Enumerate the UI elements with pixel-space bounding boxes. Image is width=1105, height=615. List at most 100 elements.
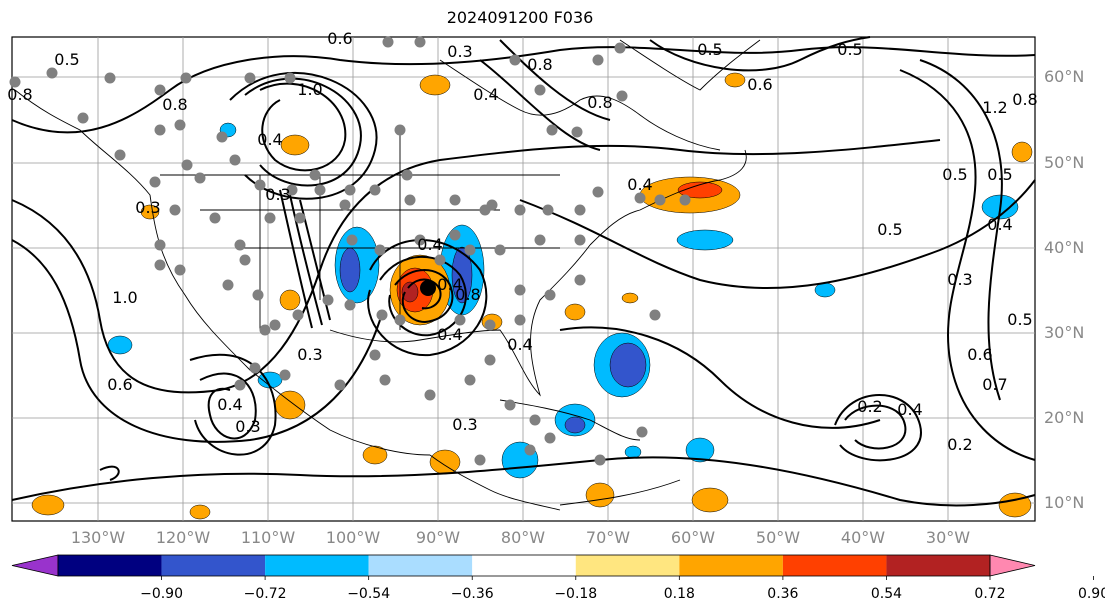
station-marker (544, 432, 556, 444)
anomaly-patch (564, 416, 586, 434)
station-marker (259, 324, 271, 336)
station-marker (180, 72, 192, 84)
longitude-label: 40°W (840, 528, 886, 547)
station-marker (414, 36, 426, 48)
coastlines (14, 39, 761, 511)
contour-line (844, 404, 907, 450)
anomaly-patch (31, 494, 65, 516)
station-marker (181, 159, 193, 171)
station-marker (252, 289, 264, 301)
contour-label: 0.5 (54, 50, 79, 69)
station-marker (574, 204, 586, 216)
colorbar-tick-label: 0.90 (1077, 586, 1105, 602)
contour-line (11, 46, 1036, 134)
contour-label: 0.4 (417, 235, 442, 254)
station-marker (414, 234, 426, 246)
colorbar-segment (161, 555, 266, 576)
colorbar-tick-label: 0.72 (974, 586, 1006, 602)
station-marker (449, 229, 461, 241)
station-marker (679, 194, 691, 206)
colorbar-tick-label: −0.90 (140, 586, 183, 602)
coastline-segment (429, 454, 561, 511)
station-marker (286, 184, 298, 196)
station-marker (594, 454, 606, 466)
station-marker (322, 294, 334, 306)
colorbar-tick-label: −0.54 (347, 586, 391, 602)
station-marker (344, 184, 356, 196)
colorbar-segment (58, 555, 162, 576)
anomaly-patch (685, 437, 715, 463)
station-marker (9, 76, 21, 88)
contour-label: 0.3 (447, 42, 472, 61)
colorbar-segment (782, 555, 887, 576)
low-pressure-center (420, 280, 436, 296)
station-marker (249, 362, 261, 374)
colorbar (11, 554, 1094, 580)
contour-label: 0.5 (697, 40, 722, 59)
station-marker (239, 254, 251, 266)
station-marker (534, 84, 546, 96)
contour-line (299, 199, 331, 321)
station-marker (104, 72, 116, 84)
station-marker (514, 204, 526, 216)
longitude-label: 100°W (325, 528, 381, 547)
station-marker (174, 264, 186, 276)
contour-line (11, 239, 381, 443)
anomaly-patch (107, 335, 133, 355)
contour-label: 0.6 (327, 29, 352, 48)
station-marker (504, 399, 516, 411)
contour-line (11, 139, 941, 394)
contour-line (899, 69, 1036, 461)
contour-labels: 0.60.30.50.4 0.80.80.40.81.00.31.00.60.40… (7, 29, 1037, 454)
contour-label: 0.3 (135, 198, 160, 217)
station-marker (394, 124, 406, 136)
contour-label: 0.8 (7, 85, 32, 104)
station-marker (209, 212, 221, 224)
station-marker (529, 414, 541, 426)
anomaly-patch (676, 229, 734, 251)
anomaly-patch (585, 482, 615, 508)
station-marker (339, 199, 351, 211)
station-marker (234, 239, 246, 251)
station-marker (154, 239, 166, 251)
station-marker (486, 199, 498, 211)
contour-label: 0.7 (982, 375, 1007, 394)
station-marker (654, 194, 666, 206)
anomaly-patch (401, 281, 419, 303)
coastline-segment (589, 149, 747, 246)
latitude-label: 50°N (1044, 153, 1085, 172)
colorbar-segment (265, 555, 369, 576)
anomaly-patch (724, 72, 746, 88)
contour-line (279, 189, 313, 329)
longitude-label: 90°W (415, 528, 461, 547)
station-marker (279, 369, 291, 381)
contour-label: 0.5 (837, 40, 862, 59)
anomaly-patch (419, 74, 451, 96)
station-marker (169, 204, 181, 216)
station-marker (376, 309, 388, 321)
station-marker (434, 254, 446, 266)
contour-label: 0.8 (455, 285, 480, 304)
contour-label: 1.0 (112, 288, 137, 307)
contour-label: 0.3 (452, 415, 477, 434)
station-marker (369, 349, 381, 361)
station-marker (346, 234, 358, 246)
station-marker (174, 119, 186, 131)
station-marker (544, 289, 556, 301)
station-marker (592, 54, 604, 66)
station-marker (334, 379, 346, 391)
colorbar-extend-high (989, 554, 1036, 577)
contour-line (289, 194, 323, 326)
station-marker (494, 244, 506, 256)
latitude-label: 60°N (1044, 67, 1085, 86)
contour-line (919, 59, 1003, 401)
station-marker (484, 319, 496, 331)
station-marker (464, 374, 476, 386)
coastline-segment (619, 39, 761, 91)
longitude-label: 130°W (70, 528, 126, 547)
station-marker (154, 259, 166, 271)
contour-label: 0.6 (747, 75, 772, 94)
station-marker (229, 154, 241, 166)
station-marker (77, 112, 89, 124)
contour-line (99, 465, 120, 481)
